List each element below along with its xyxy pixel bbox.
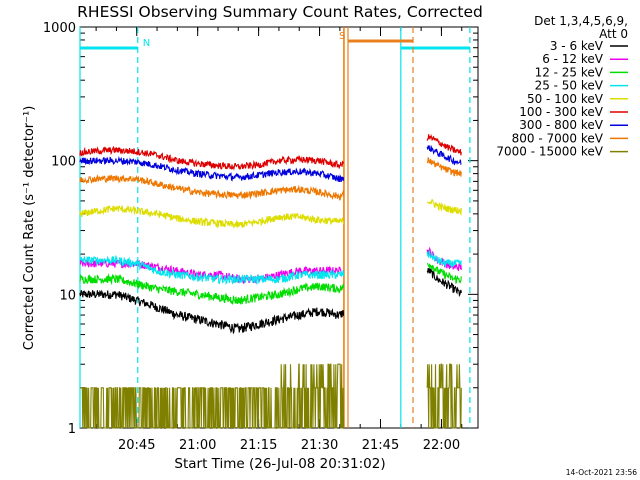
legend-label: 800 - 7000 keV [512,131,604,145]
plot-area: 20:45 21:00 21:15 21:30 21:45 22:00 1 10 100 1000… [43,21,479,453]
y-tick-label: 1000 [43,21,76,36]
legend-label: 300 - 800 keV [519,118,603,132]
legend-label: 7000 - 15000 keV [496,145,603,159]
y-tick-label: 10 [59,288,76,303]
series-line-8-seg0 [79,363,345,429]
series-line-7-seg0 [79,173,345,201]
y-tick-label: 100 [51,155,76,170]
x-tick-label: 22:00 [423,438,460,453]
series-line-4-seg0 [79,204,345,229]
x-tick-label: 20:45 [118,438,155,453]
x-tick-label: 21:00 [179,438,216,453]
x-axis-label: Start Time (26-Jul-08 20:31:02) [174,456,385,472]
y-axis-label: Corrected Count Rate (s⁻¹ detector⁻¹) [22,106,37,351]
series-line-8-seg1 [426,363,462,429]
series-line-2-seg1 [427,262,462,285]
series-line-0-seg0 [79,289,345,335]
series-line-6-seg0 [79,155,345,182]
series-line-7-seg1 [426,156,462,177]
series-line-5-seg1 [426,133,462,156]
legend-label: 50 - 100 keV [527,92,604,106]
x-tick-label: 21:30 [301,438,338,453]
legend-label: 25 - 50 keV [535,79,604,93]
footer-timestamp: 14-Oct-2021 23:56 [566,468,637,477]
series-line-5-seg0 [79,145,345,171]
marker-label: S [339,31,345,42]
x-tick-label: 21:45 [362,438,399,453]
series-line-4-seg1 [426,198,462,216]
legend-header-line-1: Det 1,3,4,5,6,9, [534,14,628,28]
x-tick-label: 21:15 [240,438,277,453]
series-line-3-seg0 [79,254,345,286]
series-line-2-seg0 [79,273,345,306]
chart-title: RHESSI Observing Summary Count Rates, Co… [77,3,483,21]
legend-header-line-2: Att 0 [599,27,628,41]
legend-label: 3 - 6 keV [550,39,604,53]
series-line-0-seg1 [426,267,462,298]
y-tick-label: 1 [68,422,76,437]
series-line-3-seg1 [426,250,462,268]
legend-label: 12 - 25 keV [535,65,604,79]
legend-label: 6 - 12 keV [542,52,604,66]
marker-label: N [143,38,150,49]
series-line-6-seg1 [426,145,462,166]
legend-label: 100 - 300 keV [519,105,603,119]
plot-frame [79,26,479,429]
